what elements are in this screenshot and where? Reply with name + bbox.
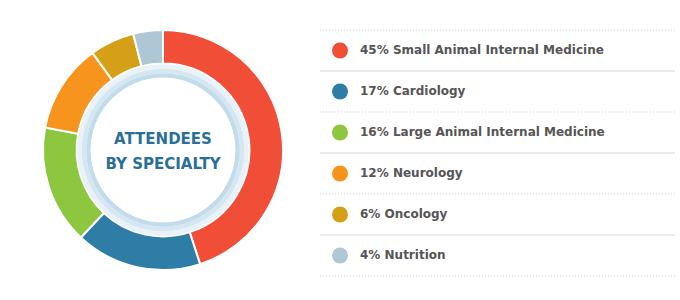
legend-label: 45% Small Animal Internal Medicine xyxy=(360,43,604,57)
legend-separator xyxy=(320,153,675,154)
chart: ATTENDEES BY SPECIALTY 45% Small Animal In… xyxy=(0,0,680,300)
legend: 45% Small Animal Internal Medicine 17% Ca… xyxy=(320,30,675,276)
legend-swatch xyxy=(332,84,348,100)
legend-separator xyxy=(320,276,675,277)
legend-label: 17% Cardiology xyxy=(360,84,466,98)
legend-label: 12% Neurology xyxy=(360,166,463,180)
title: ATTENDEES xyxy=(114,130,212,148)
inner-ring xyxy=(77,64,249,236)
legend-swatch xyxy=(332,43,348,59)
inner-ring xyxy=(82,69,245,232)
legend-swatch xyxy=(332,248,348,264)
legend-swatch xyxy=(332,207,348,223)
inner-circle xyxy=(91,78,236,223)
legend-swatch xyxy=(332,125,348,141)
legend-label: 4% Nutrition xyxy=(360,248,446,262)
legend-separator xyxy=(320,112,675,113)
legend-label: 16% Large Animal Internal Medicine xyxy=(360,125,605,139)
legend-swatch xyxy=(332,166,348,182)
legend-separator xyxy=(320,235,675,236)
donut: ATTENDEES BY SPECIALTY xyxy=(43,30,283,270)
subtitle: BY SPECIALTY xyxy=(105,155,221,173)
legend-label: 6% Oncology xyxy=(360,207,448,221)
legend-separator xyxy=(320,71,675,72)
legend-separator xyxy=(320,194,675,195)
inner-ring xyxy=(86,73,240,227)
slice xyxy=(133,30,163,66)
legend-separator xyxy=(320,30,675,31)
